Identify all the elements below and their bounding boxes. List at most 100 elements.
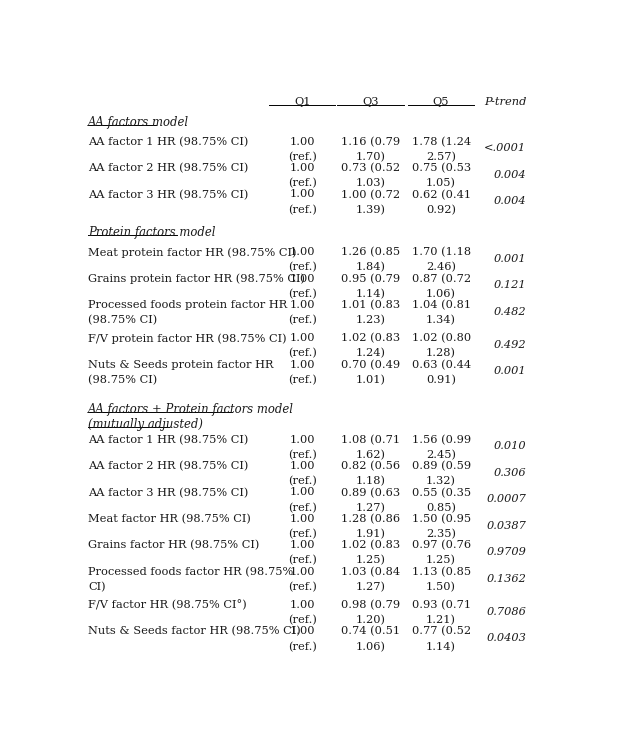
Text: 0.001: 0.001 xyxy=(494,367,526,376)
Text: (ref.): (ref.) xyxy=(288,642,317,652)
Text: 2.46): 2.46) xyxy=(426,262,456,272)
Text: Processed foods protein factor HR: Processed foods protein factor HR xyxy=(88,300,288,310)
Text: 1.00: 1.00 xyxy=(290,189,315,199)
Text: (ref.): (ref.) xyxy=(288,262,317,272)
Text: 1.00: 1.00 xyxy=(290,434,315,445)
Text: 0.92): 0.92) xyxy=(426,205,456,215)
Text: (ref.): (ref.) xyxy=(288,476,317,486)
Text: 1.56 (0.99: 1.56 (0.99 xyxy=(411,434,470,445)
Text: (98.75% CI): (98.75% CI) xyxy=(88,315,158,325)
Text: 1.02 (0.83: 1.02 (0.83 xyxy=(341,540,400,551)
Text: AA factor 2 HR (98.75% CI): AA factor 2 HR (98.75% CI) xyxy=(88,461,249,471)
Text: 0.482: 0.482 xyxy=(494,307,526,316)
Text: 1.28): 1.28) xyxy=(426,348,456,358)
Text: (ref.): (ref.) xyxy=(288,556,317,566)
Text: 0.77 (0.52: 0.77 (0.52 xyxy=(411,626,470,637)
Text: Q5: Q5 xyxy=(433,97,450,107)
Text: (ref.): (ref.) xyxy=(288,205,317,215)
Text: (ref.): (ref.) xyxy=(288,152,317,162)
Text: 1.02 (0.83: 1.02 (0.83 xyxy=(341,333,400,344)
Text: (98.75% CI): (98.75% CI) xyxy=(88,375,158,385)
Text: 0.97 (0.76: 0.97 (0.76 xyxy=(411,540,470,551)
Text: F/V protein factor HR (98.75% CI): F/V protein factor HR (98.75% CI) xyxy=(88,333,287,344)
Text: Nuts & Seeds protein factor HR: Nuts & Seeds protein factor HR xyxy=(88,360,274,369)
Text: 1.04 (0.81: 1.04 (0.81 xyxy=(411,300,470,311)
Text: Grains protein factor HR (98.75% CI): Grains protein factor HR (98.75% CI) xyxy=(88,274,305,284)
Text: 1.00: 1.00 xyxy=(290,247,315,257)
Text: 1.84): 1.84) xyxy=(355,262,386,272)
Text: 1.00: 1.00 xyxy=(290,163,315,173)
Text: Q3: Q3 xyxy=(362,97,379,107)
Text: 1.00: 1.00 xyxy=(290,514,315,524)
Text: 1.25): 1.25) xyxy=(355,556,386,566)
Text: Meat protein factor HR (98.75% CI): Meat protein factor HR (98.75% CI) xyxy=(88,247,297,258)
Text: AA factor 3 HR (98.75% CI): AA factor 3 HR (98.75% CI) xyxy=(88,189,249,199)
Text: 0.010: 0.010 xyxy=(494,442,526,451)
Text: (ref.): (ref.) xyxy=(288,348,317,358)
Text: 0.75 (0.53: 0.75 (0.53 xyxy=(411,163,470,174)
Text: 1.00: 1.00 xyxy=(290,300,315,310)
Text: 1.00: 1.00 xyxy=(290,360,315,369)
Text: 1.00: 1.00 xyxy=(290,600,315,610)
Text: 1.32): 1.32) xyxy=(426,476,456,486)
Text: 1.02 (0.80: 1.02 (0.80 xyxy=(411,333,470,344)
Text: 1.14): 1.14) xyxy=(355,289,386,299)
Text: (ref.): (ref.) xyxy=(288,178,317,188)
Text: 1.01): 1.01) xyxy=(355,375,386,385)
Text: 1.03): 1.03) xyxy=(355,178,386,188)
Text: AA factors + Protein factors model: AA factors + Protein factors model xyxy=(88,403,295,416)
Text: (ref.): (ref.) xyxy=(288,503,317,513)
Text: 0.001: 0.001 xyxy=(494,254,526,264)
Text: 2.35): 2.35) xyxy=(426,529,456,539)
Text: 0.492: 0.492 xyxy=(494,340,526,350)
Text: 0.0387: 0.0387 xyxy=(487,520,526,531)
Text: 1.00 (0.72: 1.00 (0.72 xyxy=(341,189,400,199)
Text: 1.70 (1.18: 1.70 (1.18 xyxy=(411,247,470,258)
Text: 0.93 (0.71: 0.93 (0.71 xyxy=(411,600,470,610)
Text: 1.01 (0.83: 1.01 (0.83 xyxy=(341,300,400,311)
Text: 0.004: 0.004 xyxy=(494,197,526,206)
Text: 1.00: 1.00 xyxy=(290,274,315,283)
Text: (mutually adjusted): (mutually adjusted) xyxy=(88,418,203,431)
Text: 0.91): 0.91) xyxy=(426,375,456,385)
Text: AA factor 2 HR (98.75% CI): AA factor 2 HR (98.75% CI) xyxy=(88,163,249,174)
Text: (ref.): (ref.) xyxy=(288,375,317,385)
Text: (ref.): (ref.) xyxy=(288,615,317,626)
Text: 1.14): 1.14) xyxy=(426,642,456,652)
Text: (ref.): (ref.) xyxy=(288,529,317,539)
Text: 0.87 (0.72: 0.87 (0.72 xyxy=(411,274,470,284)
Text: AA factor 1 HR (98.75% CI): AA factor 1 HR (98.75% CI) xyxy=(88,434,249,445)
Text: 1.91): 1.91) xyxy=(355,529,386,539)
Text: 1.03 (0.84: 1.03 (0.84 xyxy=(341,567,400,577)
Text: 0.82 (0.56: 0.82 (0.56 xyxy=(341,461,400,471)
Text: 0.7086: 0.7086 xyxy=(487,606,526,617)
Text: 1.27): 1.27) xyxy=(355,503,386,513)
Text: 1.25): 1.25) xyxy=(426,556,456,566)
Text: 1.06): 1.06) xyxy=(426,289,456,299)
Text: F/V factor HR (98.75% CI°): F/V factor HR (98.75% CI°) xyxy=(88,600,247,611)
Text: 1.24): 1.24) xyxy=(355,348,386,358)
Text: 1.00: 1.00 xyxy=(290,333,315,343)
Text: 1.50 (0.95: 1.50 (0.95 xyxy=(411,514,470,524)
Text: 1.62): 1.62) xyxy=(355,450,386,460)
Text: AA factor 3 HR (98.75% CI): AA factor 3 HR (98.75% CI) xyxy=(88,487,249,498)
Text: 1.06): 1.06) xyxy=(355,642,386,652)
Text: 1.26 (0.85: 1.26 (0.85 xyxy=(341,247,400,258)
Text: 0.89 (0.59: 0.89 (0.59 xyxy=(411,461,470,471)
Text: 1.27): 1.27) xyxy=(355,581,386,592)
Text: 2.45): 2.45) xyxy=(426,450,456,460)
Text: P-trend: P-trend xyxy=(484,97,526,107)
Text: 0.62 (0.41: 0.62 (0.41 xyxy=(411,189,470,199)
Text: Protein factors model: Protein factors model xyxy=(88,226,216,239)
Text: 0.121: 0.121 xyxy=(494,280,526,291)
Text: 1.20): 1.20) xyxy=(355,615,386,626)
Text: 0.85): 0.85) xyxy=(426,503,456,513)
Text: Meat factor HR (98.75% CI): Meat factor HR (98.75% CI) xyxy=(88,514,251,524)
Text: 1.39): 1.39) xyxy=(355,205,386,215)
Text: Nuts & Seeds factor HR (98.75% CI): Nuts & Seeds factor HR (98.75% CI) xyxy=(88,626,301,637)
Text: 1.70): 1.70) xyxy=(355,152,386,162)
Text: 0.306: 0.306 xyxy=(494,468,526,478)
Text: 0.0007: 0.0007 xyxy=(487,495,526,504)
Text: 0.63 (0.44: 0.63 (0.44 xyxy=(411,360,470,370)
Text: 0.89 (0.63: 0.89 (0.63 xyxy=(341,487,400,498)
